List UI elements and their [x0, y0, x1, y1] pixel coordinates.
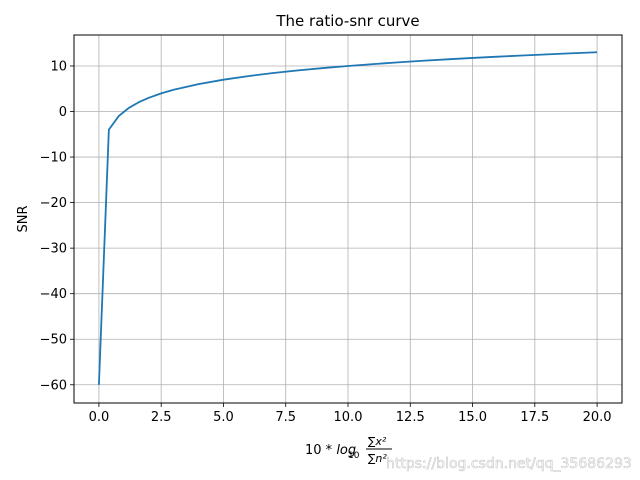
axis-ticks: 0.0 2.5 5.0 7.5 10.0 12.5 15.0 17.5 20.0 −60 −50 −4…	[40, 59, 612, 425]
x-tick-label: 15.0	[458, 410, 487, 425]
x-tick-label: 12.5	[396, 410, 425, 425]
y-tick-label: −20	[40, 196, 67, 211]
x-label-prefix: 10 *	[305, 443, 336, 458]
y-axis-label: SNR	[16, 205, 31, 232]
y-tick-label: −10	[40, 151, 67, 166]
x-label-numerator: ∑x²	[368, 435, 387, 448]
y-tick-label: −50	[40, 333, 67, 348]
svg-text:10 * log: 10 * log	[305, 443, 356, 458]
x-tick-label: 5.0	[213, 410, 234, 425]
watermark: https://blog.csdn.net/qq_35686293	[386, 456, 632, 472]
series-layer	[98, 51, 598, 385]
y-tick-label: −30	[40, 242, 67, 257]
x-label-subscript: 10	[348, 451, 360, 461]
y-tick-label: −40	[40, 287, 67, 302]
x-tick-label: 0.0	[89, 410, 110, 425]
series-line	[98, 51, 598, 385]
x-tick-label: 20.0	[583, 410, 612, 425]
y-tick-label: 10	[50, 59, 67, 74]
x-label-func: log	[336, 443, 356, 458]
x-tick-label: 2.5	[151, 410, 172, 425]
x-tick-label: 17.5	[520, 410, 549, 425]
x-tick-label: 7.5	[275, 410, 296, 425]
x-label-denominator: ∑n²	[368, 452, 387, 465]
x-tick-label: 10.0	[334, 410, 363, 425]
x-axis-label: 10 * log 10 ∑x² ∑n²	[305, 435, 392, 465]
chart-title: The ratio-snr curve	[275, 12, 419, 30]
y-tick-label: 0	[59, 105, 67, 120]
y-tick-label: −60	[40, 378, 67, 393]
